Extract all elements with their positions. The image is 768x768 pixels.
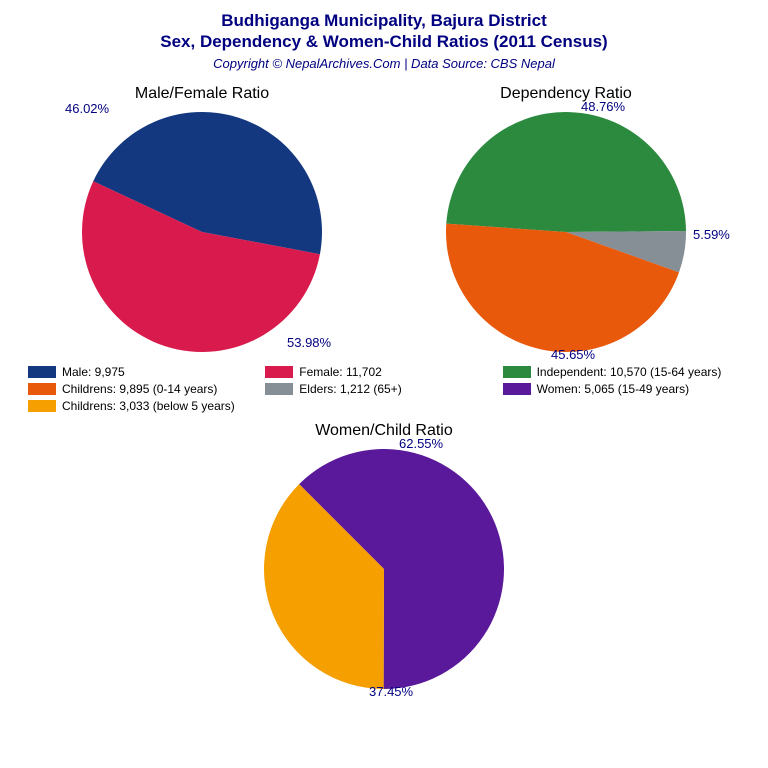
wc-pie-wrap: 62.55% 37.45% (259, 444, 509, 694)
sex-ratio-chart: Male/Female Ratio 46.02% 53.98% (27, 85, 377, 357)
title-line-2: Sex, Dependency & Women-Child Ratios (20… (0, 31, 768, 52)
dependency-pie-svg (441, 107, 691, 357)
legend-item-3: Childrens: 9,895 (0-14 years) (28, 382, 265, 396)
top-charts-row: Male/Female Ratio 46.02% 53.98% Dependen… (0, 85, 768, 357)
bottom-chart-row: Women/Child Ratio 62.55% 37.45% (0, 422, 768, 694)
legend-swatch (503, 383, 531, 395)
subtitle: Copyright © NepalArchives.Com | Data Sou… (0, 56, 768, 71)
legend: Male: 9,975 Female: 11,702 Independent: 10… (0, 357, 768, 416)
legend-swatch (265, 383, 293, 395)
sex-pie-svg (77, 107, 327, 357)
legend-item-5: Women: 5,065 (15-49 years) (503, 382, 740, 396)
title-line-1: Budhiganga Municipality, Bajura District (0, 10, 768, 31)
legend-swatch (28, 383, 56, 395)
legend-text: Male: 9,975 (62, 365, 125, 379)
sex-pie-wrap: 46.02% 53.98% (77, 107, 327, 357)
legend-swatch (28, 400, 56, 412)
legend-text: Independent: 10,570 (15-64 years) (537, 365, 722, 379)
dependency-ratio-chart: Dependency Ratio 48.76% 5.59% 45.65% (391, 85, 741, 357)
sex-label-female: 53.98% (287, 335, 331, 350)
wc-pie-svg (259, 444, 509, 694)
legend-swatch (265, 366, 293, 378)
wc-label-children: 37.45% (369, 684, 413, 699)
legend-item-2: Independent: 10,570 (15-64 years) (503, 365, 740, 379)
sex-label-male: 46.02% (65, 101, 109, 116)
dep-label-children: 45.65% (551, 347, 595, 362)
title-block: Budhiganga Municipality, Bajura District… (0, 0, 768, 71)
legend-text: Childrens: 9,895 (0-14 years) (62, 382, 217, 396)
legend-text: Elders: 1,212 (65+) (299, 382, 401, 396)
dep-label-elders: 5.59% (693, 227, 730, 242)
legend-swatch (503, 366, 531, 378)
legend-text: Childrens: 3,033 (below 5 years) (62, 399, 235, 413)
women-child-ratio-chart: Women/Child Ratio 62.55% 37.45% (209, 422, 559, 694)
pie-slice-independent (446, 112, 686, 232)
wc-label-women: 62.55% (399, 436, 443, 451)
legend-item-1: Female: 11,702 (265, 365, 502, 379)
legend-item-6: Childrens: 3,033 (below 5 years) (28, 399, 265, 413)
sex-chart-title: Male/Female Ratio (135, 85, 269, 103)
legend-text: Women: 5,065 (15-49 years) (537, 382, 690, 396)
legend-item-4: Elders: 1,212 (65+) (265, 382, 502, 396)
legend-item-0: Male: 9,975 (28, 365, 265, 379)
dependency-pie-wrap: 48.76% 5.59% 45.65% (441, 107, 691, 357)
legend-text: Female: 11,702 (299, 365, 382, 379)
legend-swatch (28, 366, 56, 378)
dep-label-independent: 48.76% (581, 99, 625, 114)
